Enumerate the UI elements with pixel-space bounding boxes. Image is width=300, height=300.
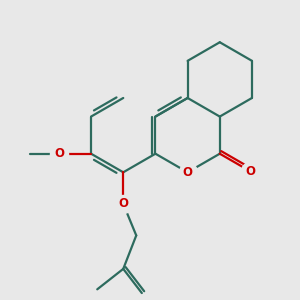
Text: O: O	[245, 165, 255, 178]
Text: O: O	[118, 197, 128, 210]
Text: O: O	[55, 147, 64, 160]
Text: O: O	[183, 166, 193, 179]
